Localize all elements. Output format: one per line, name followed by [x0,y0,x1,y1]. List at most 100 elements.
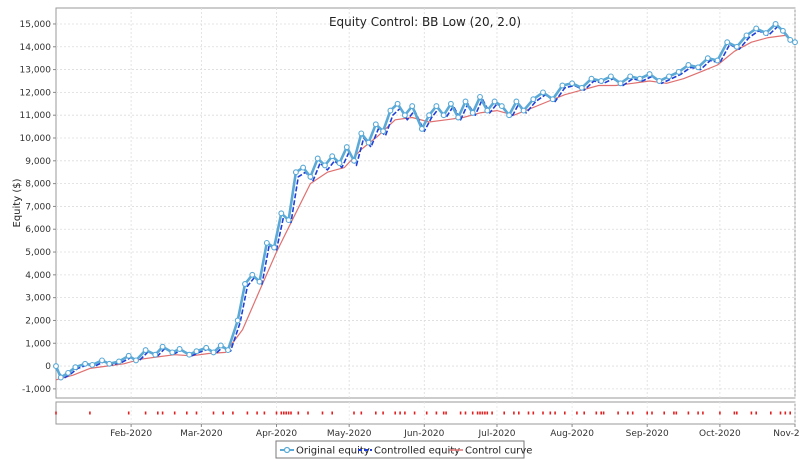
data-point-original-equity [217,342,224,349]
data-point-original-equity [447,100,454,107]
signal-mark [464,411,467,415]
data-point-original-equity [72,364,79,371]
y-tick-label: 13,000 [20,66,52,76]
signal-mark [285,411,287,415]
data-point-original-equity [387,107,394,114]
signal-mark [144,411,147,415]
data-point-original-equity [401,112,408,119]
signal-mark [425,411,428,415]
signal-mark [675,411,678,415]
data-point-original-equity [186,351,193,358]
signal-mark [646,411,648,415]
signal-mark [755,411,757,415]
signal-mark [375,411,377,415]
y-tick-label: 9,000 [25,157,51,167]
data-point-original-equity [169,349,176,356]
signal-mark [471,411,474,415]
data-point-original-equity [321,162,328,169]
data-point-original-equity [351,157,357,164]
data-point-original-equity [152,351,159,358]
signal-mark [55,411,57,415]
signal-mark [476,411,479,415]
y-axis-ticks: -1,000 0 1,000 2,000 3,000 4,000 5,000 6,000 7,0… [20,20,56,395]
signal-mark [770,411,772,415]
signal-mark [275,411,278,415]
signal-mark [719,411,721,415]
data-point-original-equity [249,271,256,278]
data-point-original-equity [646,71,653,78]
signal-mark [697,411,699,415]
signal-strip-area [55,401,796,425]
signal-mark [413,411,416,415]
data-point-original-equity [779,27,786,34]
signal-mark [246,411,249,415]
signal-mark [602,411,605,415]
y-tick-label: 6,000 [25,225,51,235]
data-point-original-equity [440,112,447,119]
data-point-original-equity [549,96,556,103]
signal-mark [513,411,515,415]
signal-mark [321,411,324,415]
y-tick-label: 2,000 [25,316,51,326]
signal-mark [353,411,355,415]
y-tick-label: 15,000 [20,20,52,30]
data-point-original-equity [498,103,505,110]
data-point-original-equity [433,103,440,110]
data-point-original-equity [513,98,520,105]
data-point-original-equity [133,357,139,364]
signal-mark [576,411,578,415]
data-point-original-equity [365,139,372,146]
signal-mark [459,411,462,415]
legend-box [275,440,525,459]
signal-mark [532,411,535,415]
data-point-original-equity [271,244,278,251]
data-point-original-equity [203,344,210,351]
signal-mark [232,411,234,415]
signal-mark [89,411,91,415]
x-tick-label: Apr-2020 [256,429,297,439]
signal-mark [491,411,493,415]
data-point-original-equity [469,109,476,116]
signal-mark [442,411,445,415]
signal-mark [527,411,530,415]
data-point-original-equity [159,343,166,350]
signal-mark [222,411,224,415]
data-point-original-equity [743,32,750,39]
signal-mark [503,411,505,415]
signal-mark [600,411,602,415]
signal-mark [399,411,401,415]
signal-mark [486,411,489,415]
signal-mark [554,411,556,415]
data-point-original-equity [314,155,321,162]
data-point-original-equity [256,278,263,285]
signal-mark [382,411,384,415]
signal-mark [631,411,634,415]
signal-mark [127,411,130,415]
data-point-original-equity [753,25,760,32]
x-tick-label: Aug-2020 [550,429,594,439]
signal-mark [263,411,266,415]
data-point-original-equity [530,96,537,103]
y-tick-label: 3,000 [25,294,51,304]
signal-mark [736,411,738,415]
data-point-original-equity [394,100,401,107]
y-tick-label: 4,000 [25,271,51,281]
legend-marker-original-equity [283,446,291,454]
data-point-original-equity [53,363,59,370]
data-point-original-equity [418,125,425,132]
y-tick-label: -1,000 [22,385,51,395]
data-point-original-equity [89,361,96,368]
signal-mark [789,411,791,415]
x-tick-label: Oct-2020 [699,429,741,439]
data-point-original-equity [762,30,769,37]
data-point-original-equity [559,82,566,89]
x-axis-ticks: Feb-2020 Mar-2020 Apr-2020 May-2020 Jun-2020… [110,424,800,439]
data-point-original-equity [380,128,387,135]
legend-label-control-curve: Control curve [465,446,532,457]
x-tick-label: Nov-2020 [773,429,800,439]
legend-label-original-equity: Original equity [296,446,370,457]
data-point-original-equity [675,68,682,75]
signal-mark [702,411,704,415]
data-point-original-equity [193,348,200,355]
